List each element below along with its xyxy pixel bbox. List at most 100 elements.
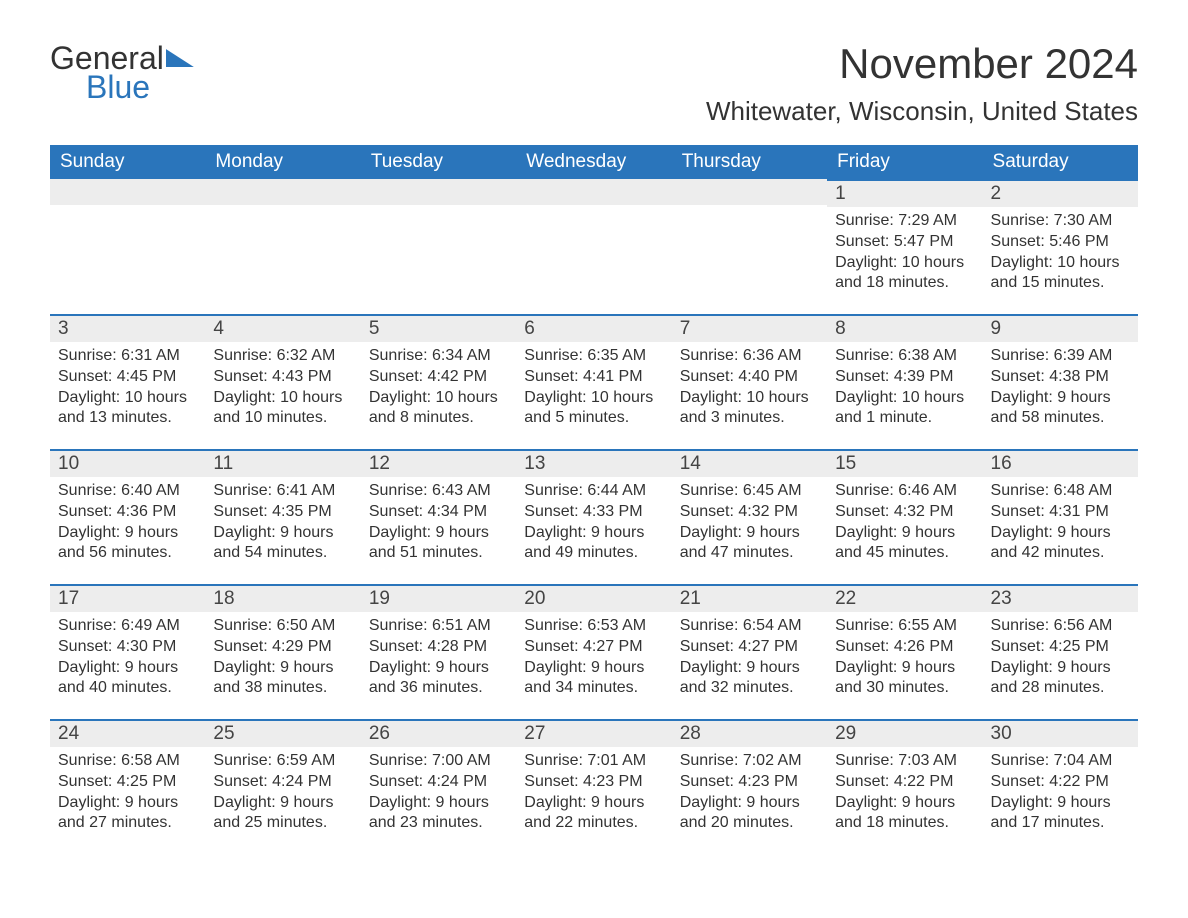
day-daylight1: Daylight: 9 hours: [213, 658, 352, 679]
day-daylight1: Daylight: 9 hours: [524, 793, 663, 814]
day-daylight2: and 47 minutes.: [680, 543, 819, 564]
day-daylight1: Daylight: 9 hours: [991, 793, 1130, 814]
day-daylight2: and 58 minutes.: [991, 408, 1130, 429]
day-body: Sunrise: 6:43 AMSunset: 4:34 PMDaylight:…: [361, 477, 516, 572]
day-date: 3: [50, 314, 205, 342]
day-date: 9: [983, 314, 1138, 342]
day-daylight2: and 51 minutes.: [369, 543, 508, 564]
day-sunset: Sunset: 4:32 PM: [835, 502, 974, 523]
day-sunset: Sunset: 5:46 PM: [991, 232, 1130, 253]
day-sunrise: Sunrise: 6:56 AM: [991, 616, 1130, 637]
day-date: 16: [983, 449, 1138, 477]
day-sunrise: Sunrise: 6:50 AM: [213, 616, 352, 637]
weekday-header: Saturday: [983, 145, 1138, 179]
weekday-header: Tuesday: [361, 145, 516, 179]
day-daylight1: Daylight: 9 hours: [369, 523, 508, 544]
day-body: Sunrise: 6:38 AMSunset: 4:39 PMDaylight:…: [827, 342, 982, 437]
day-daylight1: Daylight: 9 hours: [58, 658, 197, 679]
title-block: November 2024 Whitewater, Wisconsin, Uni…: [706, 40, 1138, 127]
day-sunrise: Sunrise: 6:54 AM: [680, 616, 819, 637]
day-date: 19: [361, 584, 516, 612]
day-body: Sunrise: 6:58 AMSunset: 4:25 PMDaylight:…: [50, 747, 205, 842]
day-sunrise: Sunrise: 6:53 AM: [524, 616, 663, 637]
day-cell: 18 Sunrise: 6:50 AMSunset: 4:29 PMDayligh…: [205, 584, 360, 719]
day-date: 8: [827, 314, 982, 342]
day-cell: 4Sunrise: 6:32 AMSunset: 4:43 PMDaylight…: [205, 314, 360, 449]
day-sunset: Sunset: 4:29 PM: [213, 637, 352, 658]
day-daylight1: Daylight: 9 hours: [835, 523, 974, 544]
day-sunrise: Sunrise: 7:03 AM: [835, 751, 974, 772]
day-daylight2: and 40 minutes.: [58, 678, 197, 699]
day-cell: 29Sunrise: 7:03 AMSunset: 4:22 PMDayligh…: [827, 719, 982, 854]
calendar-body: 1Sunrise: 7:29 AMSunset: 5:47 PMDaylight…: [50, 179, 1138, 854]
day-daylight2: and 1 minute.: [835, 408, 974, 429]
day-daylight2: and 15 minutes.: [991, 273, 1130, 294]
day-body: Sunrise: 6:48 AMSunset: 4:31 PMDaylight:…: [983, 477, 1138, 572]
day-date: 18: [205, 584, 360, 612]
day-sunset: Sunset: 4:25 PM: [991, 637, 1130, 658]
day-body: Sunrise: 6:55 AMSunset: 4:26 PMDaylight:…: [827, 612, 982, 707]
day-daylight2: and 30 minutes.: [835, 678, 974, 699]
day-date: 10: [50, 449, 205, 477]
weekday-header: Monday: [205, 145, 360, 179]
day-sunset: Sunset: 4:27 PM: [524, 637, 663, 658]
day-body: Sunrise: 6:31 AMSunset: 4:45 PMDaylight:…: [50, 342, 205, 437]
day-sunrise: Sunrise: 6:32 AM: [213, 346, 352, 367]
day-sunrise: Sunrise: 6:43 AM: [369, 481, 508, 502]
day-daylight1: Daylight: 9 hours: [991, 388, 1130, 409]
day-daylight2: and 38 minutes.: [213, 678, 352, 699]
day-sunset: Sunset: 4:39 PM: [835, 367, 974, 388]
day-daylight1: Daylight: 9 hours: [835, 658, 974, 679]
day-date: 7: [672, 314, 827, 342]
day-sunrise: Sunrise: 6:59 AM: [213, 751, 352, 772]
day-cell: 24Sunrise: 6:58 AMSunset: 4:25 PMDayligh…: [50, 719, 205, 854]
day-daylight1: Daylight: 9 hours: [213, 793, 352, 814]
logo: General Blue: [50, 40, 194, 106]
day-date: 29: [827, 719, 982, 747]
day-daylight1: Daylight: 9 hours: [524, 523, 663, 544]
day-sunrise: Sunrise: 6:40 AM: [58, 481, 197, 502]
day-cell: [205, 179, 360, 314]
day-daylight2: and 23 minutes.: [369, 813, 508, 834]
day-sunset: Sunset: 4:41 PM: [524, 367, 663, 388]
day-daylight1: Daylight: 10 hours: [58, 388, 197, 409]
day-cell: 21Sunrise: 6:54 AMSunset: 4:27 PMDayligh…: [672, 584, 827, 719]
day-cell: 6Sunrise: 6:35 AMSunset: 4:41 PMDaylight…: [516, 314, 671, 449]
day-daylight1: Daylight: 10 hours: [991, 253, 1130, 274]
day-sunset: Sunset: 4:36 PM: [58, 502, 197, 523]
day-cell: 19Sunrise: 6:51 AMSunset: 4:28 PMDayligh…: [361, 584, 516, 719]
day-sunset: Sunset: 4:35 PM: [213, 502, 352, 523]
day-body: Sunrise: 6:51 AMSunset: 4:28 PMDaylight:…: [361, 612, 516, 707]
day-body: Sunrise: 7:04 AMSunset: 4:22 PMDaylight:…: [983, 747, 1138, 842]
day-sunset: Sunset: 4:45 PM: [58, 367, 197, 388]
day-sunset: Sunset: 4:23 PM: [680, 772, 819, 793]
day-sunrise: Sunrise: 6:35 AM: [524, 346, 663, 367]
day-body: Sunrise: 6:44 AMSunset: 4:33 PMDaylight:…: [516, 477, 671, 572]
day-sunrise: Sunrise: 7:04 AM: [991, 751, 1130, 772]
day-cell: 26Sunrise: 7:00 AMSunset: 4:24 PMDayligh…: [361, 719, 516, 854]
day-cell: 2Sunrise: 7:30 AMSunset: 5:46 PMDaylight…: [983, 179, 1138, 314]
week-row: 10 Sunrise: 6:40 AMSunset: 4:36 PM Dayligh…: [50, 449, 1138, 584]
day-sunset: Sunset: 4:25 PM: [58, 772, 197, 793]
day-cell: 27Sunrise: 7:01 AMSunset: 4:23 PMDayligh…: [516, 719, 671, 854]
day-date: 20: [516, 584, 671, 612]
day-cell: 7Sunrise: 6:36 AMSunset: 4:40 PMDaylight…: [672, 314, 827, 449]
day-cell: 5Sunrise: 6:34 AMSunset: 4:42 PMDaylight…: [361, 314, 516, 449]
day-body: Sunrise: 6:59 AMSunset: 4:24 PMDaylight:…: [205, 747, 360, 842]
day-body: Sunrise: 7:00 AMSunset: 4:24 PMDaylight:…: [361, 747, 516, 842]
day-body: Sunrise: 6:32 AMSunset: 4:43 PMDaylight:…: [205, 342, 360, 437]
day-head-empty: [50, 179, 205, 205]
day-body: Sunrise: 6:34 AMSunset: 4:42 PMDaylight:…: [361, 342, 516, 437]
day-cell: 3Sunrise: 6:31 AMSunset: 4:45 PMDaylight…: [50, 314, 205, 449]
day-sunrise: Sunrise: 6:55 AM: [835, 616, 974, 637]
day-body: Sunrise: 7:02 AMSunset: 4:23 PMDaylight:…: [672, 747, 827, 842]
day-sunset: Sunset: 4:31 PM: [991, 502, 1130, 523]
day-daylight1: Daylight: 10 hours: [524, 388, 663, 409]
day-daylight1: Daylight: 10 hours: [213, 388, 352, 409]
day-daylight2: and 20 minutes.: [680, 813, 819, 834]
day-cell: 15Sunrise: 6:46 AMSunset: 4:32 PMDayligh…: [827, 449, 982, 584]
day-head-empty: [516, 179, 671, 205]
day-daylight2: and 54 minutes.: [213, 543, 352, 564]
day-body: Sunrise: 6:46 AMSunset: 4:32 PMDaylight:…: [827, 477, 982, 572]
day-daylight2: and 8 minutes.: [369, 408, 508, 429]
